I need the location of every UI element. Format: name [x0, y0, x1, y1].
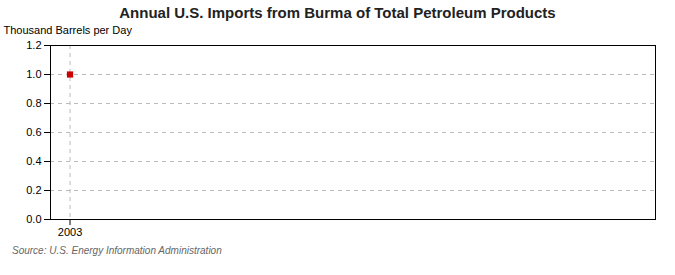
html-text:Annual U.S. Imports from Burma: Annual U.S. Imports from Burma of Total … — [119, 4, 556, 21]
html-text:Source: U.S. Energy Informatio: Source: U.S. Energy Information Administ… — [12, 245, 222, 256]
svg-text:2003: 2003 — [58, 226, 82, 238]
svg-text:0.4: 0.4 — [26, 155, 41, 167]
svg-text:0.2: 0.2 — [26, 184, 41, 196]
svg-text:1.2: 1.2 — [26, 39, 41, 51]
svg-text:0.6: 0.6 — [26, 126, 41, 138]
svg-text:0.8: 0.8 — [26, 97, 41, 109]
svg-text:1.0: 1.0 — [26, 68, 41, 80]
svg-text:Thousand Barrels per Day: Thousand Barrels per Day — [4, 24, 133, 36]
svg-text:0.0: 0.0 — [26, 213, 41, 225]
